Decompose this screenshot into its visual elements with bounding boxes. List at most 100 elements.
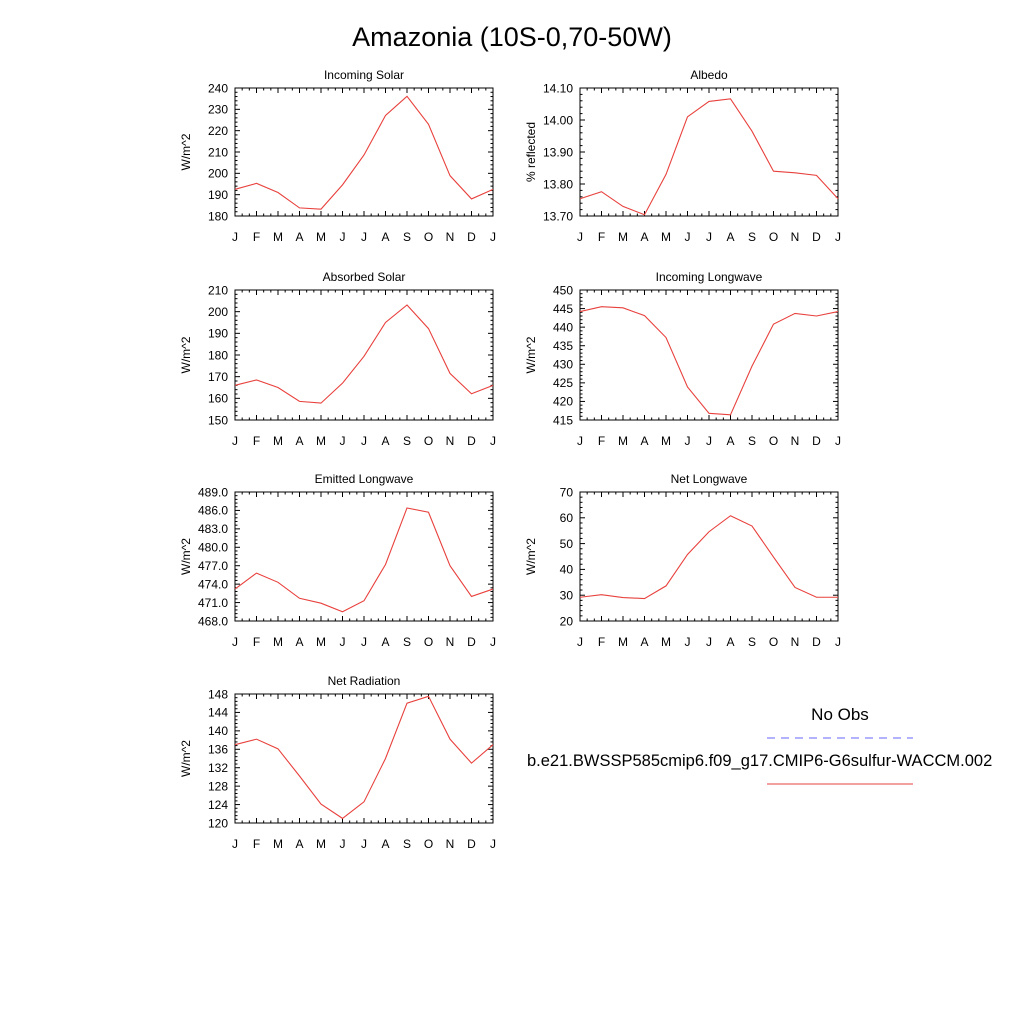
plot-frame [234,289,494,421]
x-tick-label: J [835,635,841,649]
x-tick-label: N [446,837,455,851]
series-line [234,507,494,613]
x-tick-label: M [618,230,628,244]
figure-title: Amazonia (10S-0,70-50W) [352,22,672,52]
x-tick-label: A [295,230,303,244]
y-tick-label: 190 [208,327,228,341]
x-tick-label: F [598,635,605,649]
y-tick-label: 210 [208,145,228,159]
plot-frame [234,491,494,622]
x-tick-label: S [403,837,411,851]
x-tick-label: J [232,230,238,244]
x-tick-label: J [361,230,367,244]
chart-panel-5: J F M A M J J A S O N D J468.0471.0474.0477.0480.048… [179,472,496,649]
x-tick-label: A [295,837,303,851]
x-tick-label: J [232,635,238,649]
chart-panel-7: J F M A M J J A S O N D J120124128132136140144148Net… [179,674,496,851]
y-tick-label: 210 [208,283,228,297]
x-tick-label: M [273,837,283,851]
y-tick-label: 200 [208,167,228,181]
y-tick-label: 14.00 [543,113,573,127]
panel-title: Net Radiation [328,674,401,688]
x-tick-label: J [490,635,496,649]
y-axis-label: W/m^2 [179,133,193,170]
x-tick-label: S [748,434,756,448]
y-tick-label: 150 [208,413,228,427]
y-tick-label: 200 [208,305,228,319]
x-tick-label: A [640,230,648,244]
x-tick-label: J [577,230,583,244]
y-tick-label: 435 [553,339,573,353]
y-tick-label: 13.80 [543,177,573,191]
y-tick-label: 190 [208,188,228,202]
x-tick-label: A [726,434,734,448]
x-tick-label: N [446,230,455,244]
series-line [579,515,838,600]
y-tick-label: 180 [208,348,228,362]
x-tick-label: J [685,434,691,448]
legend-case-label: b.e21.BWSSP585cmip6.f09_g17.CMIP6-G6sulf… [527,752,993,770]
x-tick-label: F [253,434,260,448]
x-tick-label: O [769,230,778,244]
x-tick-label: O [424,230,433,244]
x-tick-label: A [295,635,303,649]
panel-title: Albedo [690,68,728,82]
legend-header: No Obs [811,705,869,724]
y-tick-label: 144 [208,706,228,720]
x-tick-label: F [598,230,605,244]
x-tick-label: M [661,434,671,448]
y-tick-label: 483.0 [198,522,228,536]
x-tick-label: J [340,434,346,448]
x-tick-label: J [361,635,367,649]
series-line [234,304,494,404]
x-tick-label: S [403,230,411,244]
x-tick-label: S [403,434,411,448]
x-tick-label: J [232,837,238,851]
y-axis-label: % reflected [524,122,538,182]
x-tick-label: D [467,837,476,851]
y-tick-label: 415 [553,413,573,427]
y-tick-label: 170 [208,370,228,384]
y-tick-label: 489.0 [198,485,228,499]
x-tick-label: D [467,635,476,649]
y-tick-label: 420 [553,395,573,409]
chart-panel-4: J F M A M J J A S O N D J415420425430435440445450Inc… [524,270,841,448]
series-line [234,95,494,210]
x-tick-label: J [340,837,346,851]
x-tick-label: N [446,434,455,448]
plot-frame [579,87,839,217]
series-line [579,306,839,416]
x-tick-label: F [253,230,260,244]
y-tick-label: 220 [208,124,228,138]
y-tick-label: 471.0 [198,596,228,610]
x-tick-label: A [381,837,389,851]
x-tick-label: J [706,434,712,448]
plot-frame [234,87,494,217]
y-tick-label: 445 [553,302,573,316]
x-tick-label: J [577,635,583,649]
x-tick-label: D [467,230,476,244]
x-tick-label: A [640,635,648,649]
y-axis-label: W/m^2 [524,336,538,373]
y-tick-label: 240 [208,81,228,95]
x-tick-label: O [769,434,778,448]
legend-lines [767,737,913,785]
panel-title: Emitted Longwave [315,472,414,486]
x-tick-label: O [769,635,778,649]
x-tick-label: M [316,837,326,851]
panel-title: Incoming Longwave [656,270,763,284]
x-tick-label: J [490,230,496,244]
x-tick-label: N [791,635,800,649]
x-tick-label: M [273,635,283,649]
x-tick-label: D [467,434,476,448]
plot-frame [579,289,839,421]
y-tick-label: 477.0 [198,559,228,573]
y-tick-label: 40 [560,563,574,577]
y-tick-label: 450 [553,283,573,297]
chart-panel-1: J F M A M J J A S O N D J180190200210220230240Incomi… [179,68,496,244]
panel-title: Net Longwave [671,472,748,486]
y-tick-label: 180 [208,209,228,223]
panel-title: Incoming Solar [324,68,404,82]
